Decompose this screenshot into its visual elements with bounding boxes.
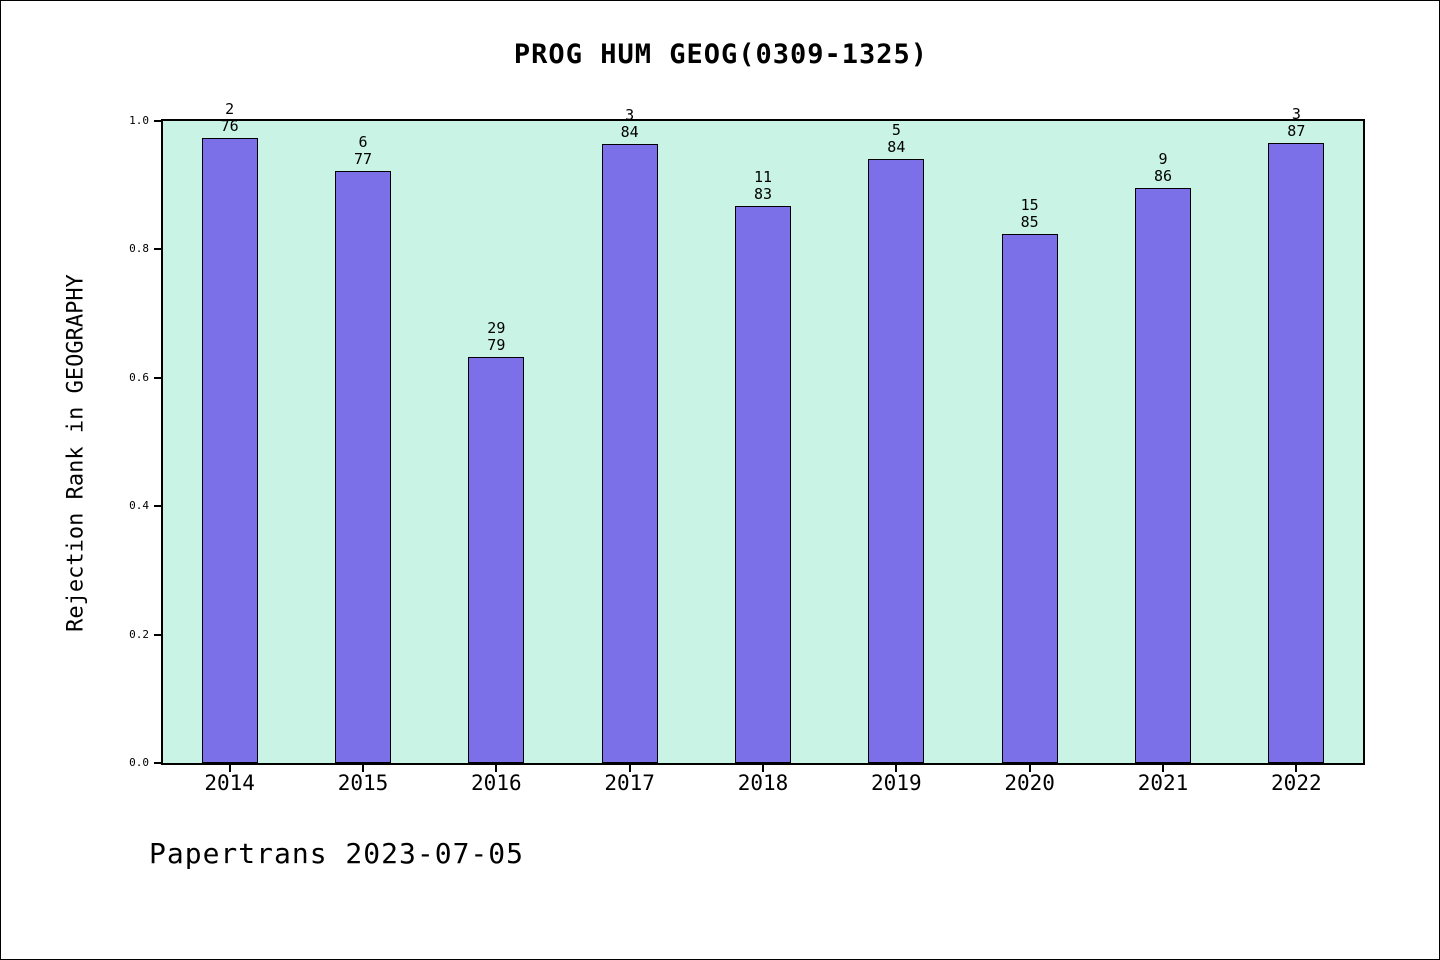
x-tick-label-2017: 2017 (604, 771, 655, 795)
x-tick-label-2016: 2016 (471, 771, 522, 795)
x-tick-mark (1162, 763, 1164, 772)
y-tick-label-0.6: 0.6 (129, 370, 149, 384)
y-tick-label-1.0: 1.0 (129, 114, 149, 127)
x-tick-mark (1028, 763, 1031, 772)
bar-value-label-2014: 2 76 (185, 101, 275, 135)
y-tick-mark (154, 633, 163, 636)
bar-2021 (1135, 188, 1191, 763)
x-tick-label-2021: 2021 (1137, 771, 1189, 795)
x-tick-mark (1295, 763, 1298, 772)
x-tick-mark (762, 763, 764, 772)
bar-label-denominator: 83 (753, 185, 773, 203)
bar-label-denominator: 85 (1020, 213, 1039, 231)
bar-label-denominator: 84 (620, 123, 639, 141)
y-tick-mark (154, 120, 163, 122)
bar-label-numerator: 3 (1291, 105, 1301, 123)
x-tick-mark (495, 763, 498, 772)
bar-value-label-2016: 29 79 (451, 320, 541, 354)
footer-text: Papertrans 2023-07-05 (149, 837, 525, 870)
bar-value-label-2022: 3 87 (1251, 106, 1341, 140)
y-tick-mark (154, 505, 163, 508)
bar-label-numerator: 3 (625, 106, 635, 124)
y-tick-mark (154, 248, 163, 251)
y-tick-label-0.8: 0.8 (129, 242, 149, 256)
y-tick-label-0.0: 0.0 (129, 756, 149, 769)
bar-value-label-2015: 6 77 (318, 134, 408, 168)
y-axis-label: Rejection Rank in GEOGRAPHY (63, 274, 89, 632)
bar-label-numerator: 5 (891, 121, 901, 139)
bar-value-label-2017: 3 84 (585, 107, 675, 141)
x-tick-label-2020: 2020 (1004, 771, 1055, 795)
y-tick-label-0.4: 0.4 (129, 499, 149, 513)
bar-label-denominator: 84 (887, 138, 906, 156)
bar-2014 (201, 138, 258, 763)
bar-label-denominator: 86 (1153, 167, 1173, 185)
bar-label-denominator: 76 (220, 117, 239, 135)
bar-value-label-2019: 5 84 (851, 122, 941, 156)
x-tick-label-2015: 2015 (337, 771, 389, 795)
bar-label-denominator: 87 (1287, 122, 1306, 140)
bar-label-numerator: 15 (1020, 196, 1039, 214)
bar-2015 (335, 171, 391, 763)
x-tick-label-2014: 2014 (204, 771, 255, 795)
bar-2019 (868, 159, 925, 763)
y-tick-mark (154, 376, 163, 379)
x-tick-label-2018: 2018 (737, 771, 789, 795)
bar-value-label-2020: 15 85 (985, 197, 1075, 231)
bar-2022 (1268, 143, 1325, 763)
x-tick-mark (362, 763, 364, 772)
bar-2016 (468, 357, 525, 763)
bar-2017 (601, 144, 658, 763)
bar-2020 (1001, 234, 1058, 763)
bar-value-label-2021: 9 86 (1118, 151, 1208, 185)
bar-label-numerator: 29 (487, 319, 506, 337)
bar-label-denominator: 79 (487, 336, 506, 354)
chart-title: PROG HUM GEOG(0309-1325) (513, 39, 929, 70)
y-tick-mark (154, 762, 163, 764)
bar-label-numerator: 2 (225, 100, 235, 118)
x-tick-mark (895, 763, 898, 772)
bar-label-numerator: 11 (753, 168, 773, 186)
bar-2018 (735, 206, 791, 763)
x-tick-label-2022: 2022 (1271, 771, 1322, 795)
x-tick-mark (628, 763, 631, 772)
x-tick-mark (228, 763, 231, 772)
y-tick-label-0.2: 0.2 (129, 627, 149, 641)
bar-value-label-2018: 11 83 (718, 169, 808, 203)
plot-area: 2 76 2014 6 77 2015 29 79 2016 3 84 2017 11 83 2018 5 84… (129, 101, 1365, 795)
bar-label-denominator: 77 (353, 150, 373, 168)
bar-label-numerator: 9 (1158, 150, 1168, 168)
bar-label-numerator: 6 (358, 133, 368, 151)
x-tick-label-2019: 2019 (871, 771, 922, 795)
